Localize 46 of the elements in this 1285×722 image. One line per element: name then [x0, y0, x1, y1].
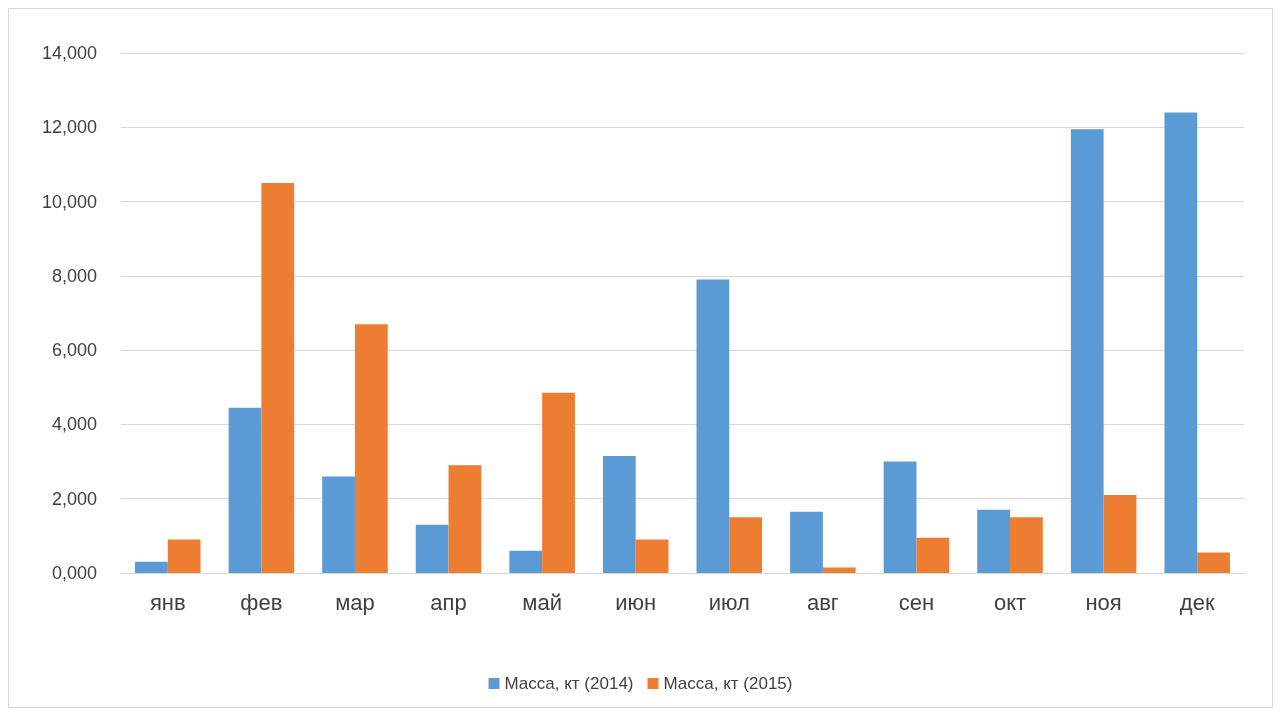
bar: [1070, 129, 1104, 573]
bar: [354, 324, 388, 573]
y-tick-label: 4,000: [51, 414, 97, 435]
bar: [822, 567, 856, 573]
x-tick-label: сен: [898, 589, 935, 615]
bar: [729, 517, 763, 573]
x-tick-label: июн: [615, 589, 657, 615]
bar: [448, 465, 482, 573]
bar: [916, 537, 950, 573]
legend-label: Масса, кт (2014): [504, 674, 634, 693]
x-tick-label: июл: [708, 589, 750, 615]
bar: [135, 561, 168, 573]
y-tick-label: 2,000: [51, 488, 97, 509]
bar: [322, 476, 355, 573]
bar: [167, 539, 201, 573]
bar: [1197, 552, 1230, 573]
bar: [1010, 517, 1043, 573]
x-tick-label: окт: [993, 589, 1027, 615]
x-tick-label: мар: [335, 589, 375, 615]
bar: [542, 392, 575, 573]
bar: [635, 539, 669, 573]
y-tick-label: 0,000: [51, 563, 97, 583]
bar: [602, 456, 636, 573]
y-tick-label: 8,000: [51, 265, 97, 286]
x-tick-label: янв: [149, 589, 186, 615]
x-tick-label: май: [522, 589, 562, 615]
bar: [228, 407, 262, 573]
x-tick-label: ноя: [1085, 589, 1122, 615]
bar: [415, 524, 449, 573]
x-tick-label: фев: [240, 589, 283, 615]
y-tick-label: 6,000: [51, 340, 97, 361]
bar: [509, 550, 543, 573]
bar: [1103, 495, 1137, 573]
bar: [977, 509, 1011, 573]
bar: [790, 511, 823, 573]
y-tick-label: 10,000: [41, 191, 97, 212]
x-tick-label: авг: [806, 589, 839, 615]
bar: [883, 461, 917, 573]
legend-label: Масса, кт (2015): [663, 674, 793, 693]
x-tick-label: дек: [1179, 589, 1215, 615]
y-tick-label: 12,000: [41, 117, 97, 138]
bar: [261, 183, 295, 573]
y-tick-label: 14,000: [41, 43, 97, 63]
x-tick-label: апр: [430, 589, 467, 615]
bar: [1164, 112, 1198, 573]
bar: [696, 279, 730, 573]
